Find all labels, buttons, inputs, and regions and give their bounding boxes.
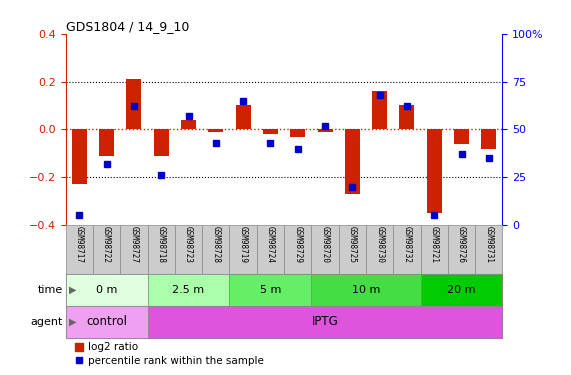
Bar [421, 225, 448, 274]
Bar [257, 225, 284, 274]
Text: GSM98720: GSM98720 [320, 226, 329, 264]
Bar [421, 274, 502, 306]
Text: GSM98732: GSM98732 [403, 226, 412, 264]
Bar [66, 225, 93, 274]
Bar [427, 129, 442, 213]
Bar [263, 129, 278, 134]
Text: agent: agent [30, 316, 63, 327]
Bar [126, 79, 142, 129]
Bar [99, 129, 114, 156]
Text: control: control [86, 315, 127, 328]
Text: 5 m: 5 m [260, 285, 281, 295]
Text: GSM98726: GSM98726 [457, 226, 466, 264]
Text: GSM98724: GSM98724 [266, 226, 275, 264]
Bar [154, 129, 168, 156]
Text: 20 m: 20 m [447, 285, 476, 295]
Text: GSM98728: GSM98728 [211, 226, 220, 264]
Text: GSM98721: GSM98721 [430, 226, 439, 264]
Bar [93, 225, 120, 274]
Bar [448, 225, 475, 274]
Bar [120, 225, 147, 274]
Bar [230, 274, 311, 306]
Text: GSM98729: GSM98729 [293, 226, 302, 264]
Text: GSM98725: GSM98725 [348, 226, 357, 264]
Text: GSM98723: GSM98723 [184, 226, 193, 264]
Bar [230, 225, 257, 274]
Bar [475, 225, 502, 274]
Bar [400, 105, 415, 129]
Bar [175, 225, 202, 274]
Text: time: time [38, 285, 63, 295]
Bar [208, 129, 223, 132]
Text: GSM98717: GSM98717 [75, 226, 84, 264]
Text: 2.5 m: 2.5 m [172, 285, 204, 295]
Bar [339, 225, 366, 274]
Bar [66, 274, 147, 306]
Legend: log2 ratio, percentile rank within the sample: log2 ratio, percentile rank within the s… [71, 338, 268, 370]
Bar [202, 225, 230, 274]
Bar [345, 129, 360, 194]
Bar [290, 129, 305, 136]
Text: GSM98722: GSM98722 [102, 226, 111, 264]
Bar [147, 274, 230, 306]
Text: GSM98731: GSM98731 [484, 226, 493, 264]
Text: GDS1804 / 14_9_10: GDS1804 / 14_9_10 [66, 20, 189, 33]
Text: 10 m: 10 m [352, 285, 380, 295]
Bar [66, 306, 147, 338]
Bar [481, 129, 496, 149]
Bar [311, 225, 339, 274]
Text: GSM98718: GSM98718 [156, 226, 166, 264]
Bar [147, 306, 502, 338]
Bar [311, 274, 421, 306]
Text: GSM98727: GSM98727 [130, 226, 138, 264]
Text: ▶: ▶ [69, 316, 76, 327]
Text: GSM98719: GSM98719 [239, 226, 248, 264]
Bar [317, 129, 332, 132]
Bar [366, 225, 393, 274]
Text: ▶: ▶ [69, 285, 76, 295]
Bar [181, 120, 196, 129]
Text: 0 m: 0 m [96, 285, 117, 295]
Text: GSM98730: GSM98730 [375, 226, 384, 264]
Bar [454, 129, 469, 144]
Bar [393, 225, 421, 274]
Bar [147, 225, 175, 274]
Bar [72, 129, 87, 184]
Bar [236, 105, 251, 129]
Bar [372, 91, 387, 129]
Text: IPTG: IPTG [312, 315, 339, 328]
Bar [284, 225, 311, 274]
